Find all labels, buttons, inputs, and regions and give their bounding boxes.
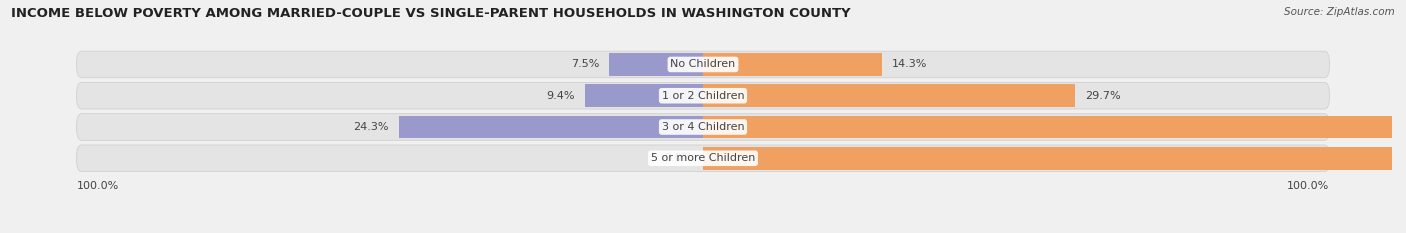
- FancyBboxPatch shape: [76, 82, 1330, 109]
- FancyBboxPatch shape: [76, 145, 1330, 171]
- Text: 5 or more Children: 5 or more Children: [651, 153, 755, 163]
- Text: INCOME BELOW POVERTY AMONG MARRIED-COUPLE VS SINGLE-PARENT HOUSEHOLDS IN WASHING: INCOME BELOW POVERTY AMONG MARRIED-COUPL…: [11, 7, 851, 20]
- Bar: [703, 53, 882, 76]
- Bar: [703, 85, 1076, 107]
- Text: 7.5%: 7.5%: [571, 59, 599, 69]
- Text: 3 or 4 Children: 3 or 4 Children: [662, 122, 744, 132]
- Bar: [703, 147, 1406, 170]
- Bar: [609, 53, 703, 76]
- Text: 100.0%: 100.0%: [77, 181, 120, 191]
- Text: 9.4%: 9.4%: [547, 91, 575, 101]
- FancyBboxPatch shape: [76, 51, 1330, 78]
- Text: 1 or 2 Children: 1 or 2 Children: [662, 91, 744, 101]
- Text: 24.3%: 24.3%: [353, 122, 388, 132]
- FancyBboxPatch shape: [76, 114, 1330, 140]
- Bar: [399, 116, 703, 138]
- Bar: [585, 85, 703, 107]
- Text: 29.7%: 29.7%: [1085, 91, 1121, 101]
- Text: No Children: No Children: [671, 59, 735, 69]
- Text: 0.0%: 0.0%: [665, 153, 693, 163]
- Text: 14.3%: 14.3%: [893, 59, 928, 69]
- Text: Source: ZipAtlas.com: Source: ZipAtlas.com: [1284, 7, 1395, 17]
- Bar: [703, 116, 1406, 138]
- Text: 100.0%: 100.0%: [1286, 181, 1329, 191]
